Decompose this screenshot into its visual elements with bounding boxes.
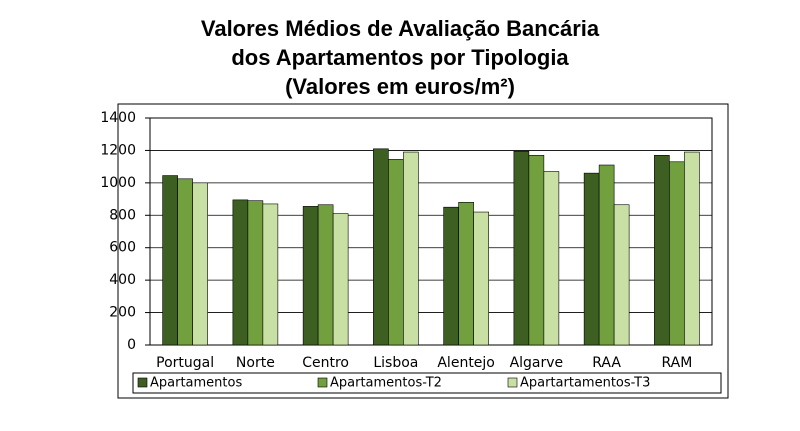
legend-label: Apartartamentos-T3 [520, 376, 650, 391]
bar [373, 148, 389, 346]
y-tick-label: 1400 [100, 110, 136, 126]
bar [473, 211, 489, 346]
y-tick-label: 0 [127, 337, 136, 353]
x-tick-label: Alentejo [437, 355, 495, 371]
legend-label: Apartamentos [150, 376, 242, 391]
bar [177, 178, 193, 346]
y-tick-label: 600 [109, 240, 136, 256]
bar [332, 213, 349, 346]
x-tick-label: Algarve [510, 355, 564, 371]
bar [669, 161, 685, 346]
bar [598, 164, 615, 346]
x-tick-label: RAM [661, 355, 692, 371]
bar [443, 206, 459, 346]
bar [162, 175, 178, 346]
bar [192, 182, 208, 346]
y-tick-label: 400 [109, 272, 136, 288]
bar [388, 159, 404, 346]
bar [543, 171, 560, 346]
bar [403, 151, 419, 346]
x-tick-label: RAA [592, 355, 621, 371]
legend-swatch [137, 377, 148, 388]
chart-title: dos Apartamentos por Tipologia [231, 45, 569, 70]
bar [302, 206, 319, 346]
chart-title: Valores Médios de Avaliação Bancária [201, 16, 600, 41]
bar [247, 200, 264, 346]
bar [513, 150, 530, 346]
bar [262, 203, 279, 346]
x-tick-label: Norte [236, 355, 275, 371]
bar [583, 172, 600, 346]
x-tick-label: Centro [302, 355, 349, 371]
y-tick-label: 1200 [100, 142, 136, 158]
chart-title: (Valores em euros/m²) [285, 74, 515, 99]
bar [684, 151, 700, 346]
bar [654, 154, 670, 346]
bar [458, 202, 474, 346]
y-tick-label: 800 [109, 207, 136, 223]
x-tick-label: Lisboa [373, 355, 418, 371]
bar [528, 154, 545, 346]
legend-swatch [507, 377, 518, 388]
legend-box [132, 372, 722, 394]
y-tick-label: 200 [109, 305, 136, 321]
bar [232, 199, 249, 346]
bar [317, 204, 334, 346]
chart-frame [117, 103, 729, 399]
y-tick-label: 1000 [100, 175, 136, 191]
legend-swatch [317, 377, 328, 388]
legend-label: Apartamentos-T2 [330, 376, 442, 391]
x-tick-label: Portugal [156, 355, 214, 371]
bar [613, 204, 630, 346]
